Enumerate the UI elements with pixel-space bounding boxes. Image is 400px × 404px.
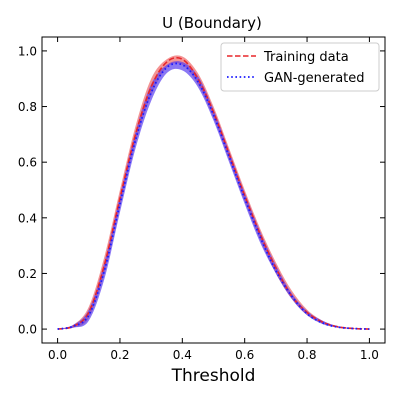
- legend: Training data GAN-generated: [220, 42, 380, 92]
- legend-box: [220, 42, 380, 92]
- legend-label-gan: GAN-generated: [264, 71, 365, 86]
- x-tick-label: 0.0: [48, 348, 67, 362]
- x-tick-label: 0.4: [173, 348, 192, 362]
- confidence-bands: [57, 55, 370, 330]
- y-tick-label: 0.8: [18, 100, 37, 114]
- x-tick-label: 1.0: [360, 348, 379, 362]
- line-gan: [57, 62, 370, 330]
- x-axis-label: Threshold: [171, 366, 256, 386]
- y-tick-label: 0.0: [18, 323, 37, 337]
- x-tick-label: 0.2: [110, 348, 129, 362]
- y-tick-label: 0.6: [18, 156, 37, 170]
- series-lines: [57, 56, 370, 330]
- y-tick-label: 0.2: [18, 267, 37, 281]
- axes-frame: [41, 36, 386, 344]
- band-gan: [57, 61, 370, 330]
- y-tick-label: 1.0: [18, 44, 37, 58]
- axis-ticks: 0.0 0.2 0.4 0.6 0.8 1.0 0.0 0.2 0.4 0.6 0.8 1.0: [18, 37, 385, 362]
- x-tick-label: 0.6: [235, 348, 254, 362]
- legend-label-training: Training data: [263, 50, 349, 65]
- line-training: [57, 56, 370, 330]
- x-tick-label: 0.8: [297, 348, 316, 362]
- y-tick-label: 0.4: [18, 211, 37, 225]
- chart-title: U (Boundary): [162, 14, 262, 32]
- band-training: [57, 55, 370, 330]
